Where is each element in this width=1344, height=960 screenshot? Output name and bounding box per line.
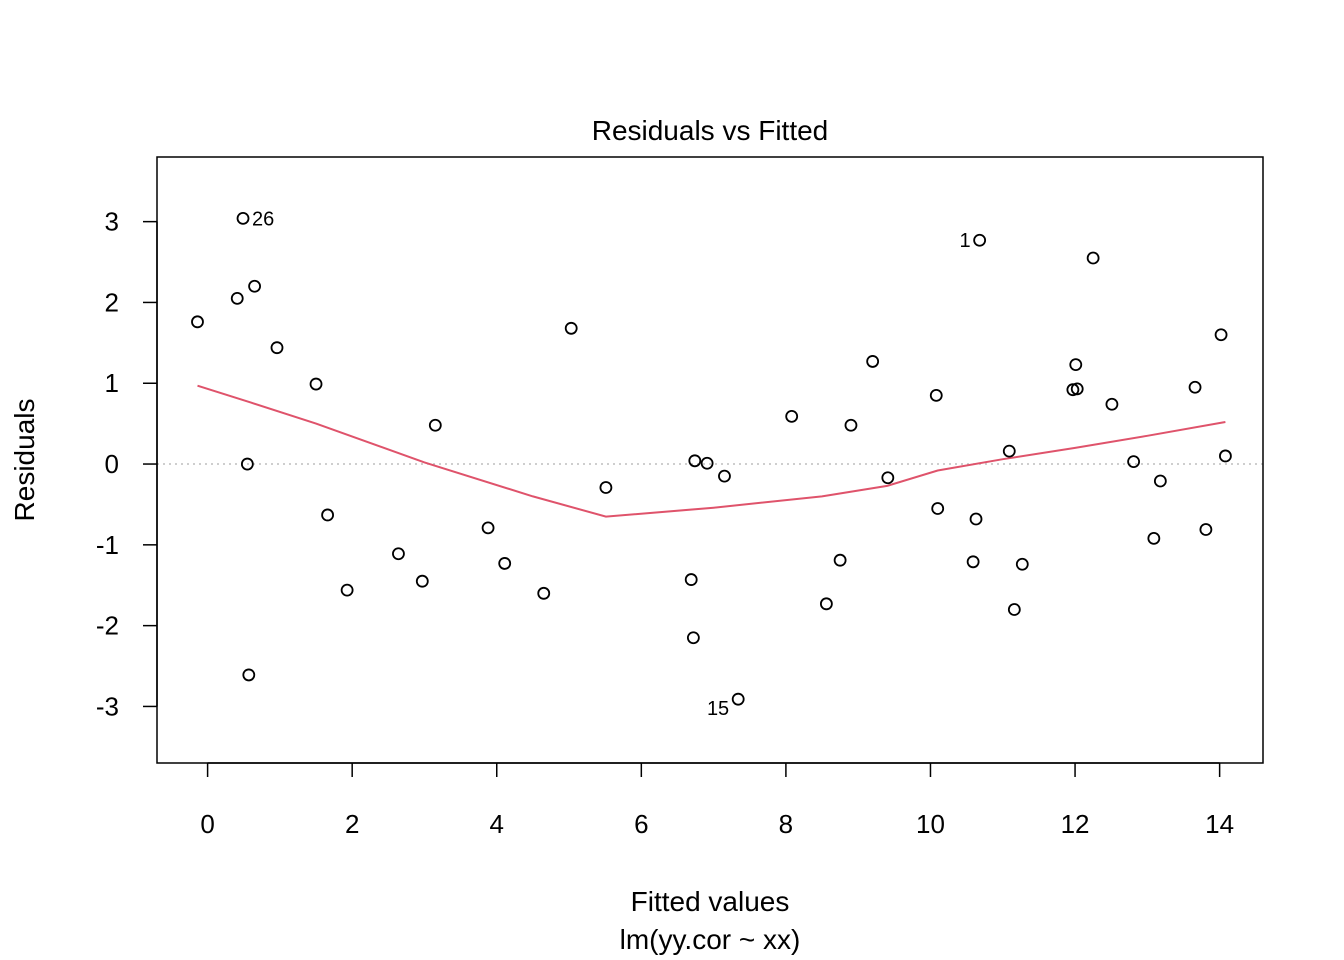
x-axis-label: Fitted values: [631, 886, 790, 917]
chart-title: Residuals vs Fitted: [592, 115, 829, 146]
data-point: [833, 553, 847, 567]
data-point: [1002, 444, 1016, 458]
data-point: [973, 233, 987, 247]
x-tick-label: 4: [490, 809, 504, 839]
data-point: [340, 583, 354, 597]
data-point: [242, 668, 256, 682]
y-tick-label: 1: [105, 368, 119, 398]
data-point: [700, 456, 714, 470]
y-axis-label: Residuals: [9, 399, 40, 522]
x-tick-label: 8: [779, 809, 793, 839]
data-point: [236, 212, 250, 225]
data-point: [270, 341, 284, 355]
data-point: [498, 557, 512, 570]
data-point: [240, 457, 254, 471]
data-point: [866, 355, 880, 368]
data-point: [881, 471, 895, 485]
data-point: [684, 573, 698, 586]
data-point: [844, 418, 858, 432]
y-axis: 3 2 1 0 -1 -2 -3: [96, 207, 158, 721]
data-point: [1147, 531, 1161, 545]
y-tick-label: 2: [105, 287, 119, 317]
data-point: [731, 692, 745, 706]
data-point: [1015, 557, 1029, 571]
data-point: [819, 597, 833, 611]
data-point: [785, 409, 799, 423]
data-point: [929, 388, 943, 402]
data-point: [537, 586, 551, 600]
x-tick-label: 10: [916, 809, 945, 839]
point-label: 26: [252, 208, 274, 230]
plot-frame: [156, 156, 1264, 764]
data-point: [931, 502, 945, 515]
data-point: [718, 469, 731, 483]
data-point: [392, 547, 405, 561]
point-label: 15: [707, 698, 729, 720]
data-point: [688, 454, 702, 468]
data-point: [1188, 380, 1202, 394]
y-tick-label: -3: [96, 691, 119, 721]
data-point: [1153, 474, 1167, 488]
data-point: [230, 291, 244, 305]
x-tick-label: 0: [200, 809, 214, 839]
data-point: [321, 508, 334, 522]
point-label: 1: [960, 230, 971, 252]
y-tick-label: 3: [105, 207, 119, 237]
data-point: [1214, 328, 1228, 342]
x-axis: 0 2 4 6 8 10 12 14: [200, 762, 1234, 839]
data-point: [1007, 603, 1021, 616]
x-tick-label: 6: [634, 809, 648, 839]
data-point: [1070, 382, 1084, 396]
data-point: [415, 574, 429, 588]
data-point: [1086, 251, 1100, 265]
y-tick-label: 0: [105, 449, 119, 479]
smooth-trend-line: [197, 384, 1226, 518]
data-point: [428, 418, 442, 432]
data-point: [969, 512, 983, 526]
data-point: [191, 315, 204, 329]
data-point: [309, 377, 323, 391]
data-point: [1219, 449, 1232, 463]
data-point: [966, 555, 980, 569]
data-point: [248, 279, 261, 293]
x-axis-sublabel: lm(yy.cor ~ xx): [620, 924, 801, 955]
data-point: [1127, 455, 1141, 469]
y-tick-label: -1: [96, 530, 119, 560]
x-tick-label: 14: [1205, 809, 1234, 839]
data-point: [564, 321, 578, 335]
data-point: [481, 521, 495, 535]
data-point: [599, 481, 613, 494]
data-point: [1105, 397, 1119, 411]
y-tick-label: -2: [96, 611, 119, 641]
x-tick-label: 12: [1061, 809, 1090, 839]
x-tick-label: 2: [345, 809, 359, 839]
data-point: [1069, 358, 1083, 372]
data-point: [686, 631, 700, 645]
data-point: [1199, 523, 1213, 536]
